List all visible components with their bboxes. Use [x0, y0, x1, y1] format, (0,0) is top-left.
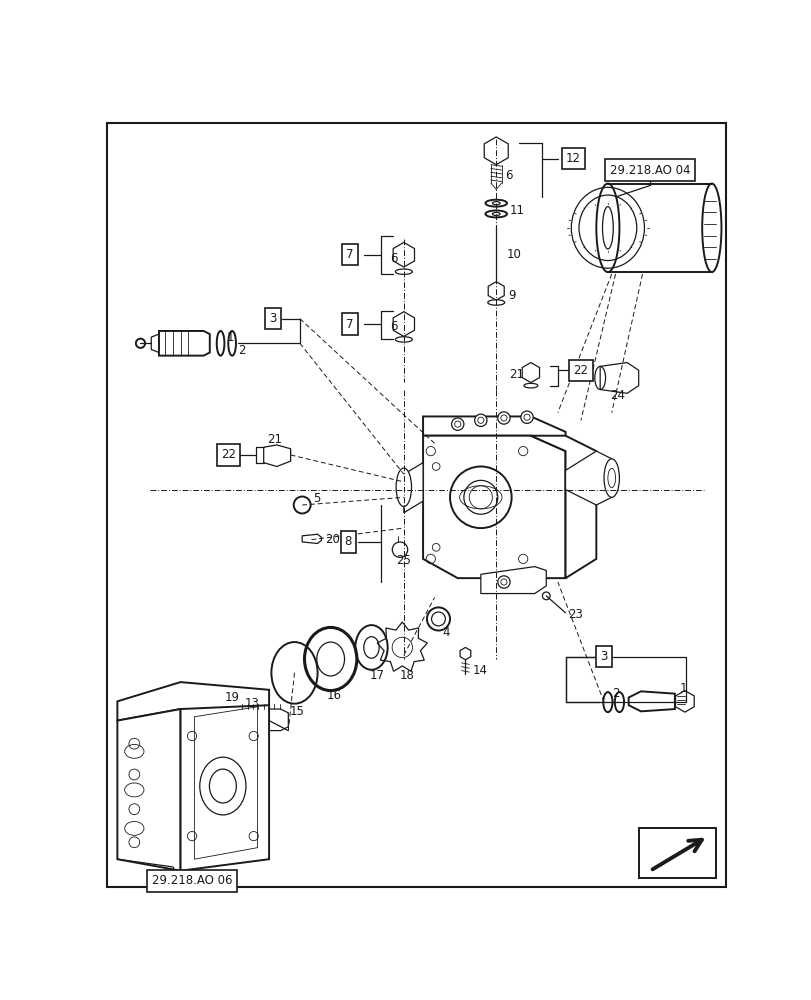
Ellipse shape: [485, 200, 506, 207]
Text: 1: 1: [679, 682, 686, 695]
Polygon shape: [628, 691, 674, 711]
Ellipse shape: [485, 210, 506, 217]
Text: 6: 6: [389, 252, 397, 265]
Text: 29.218.AO 06: 29.218.AO 06: [152, 874, 232, 887]
Polygon shape: [302, 534, 321, 544]
Text: 24: 24: [609, 389, 624, 402]
Ellipse shape: [395, 269, 412, 274]
Ellipse shape: [487, 300, 504, 305]
Text: 15: 15: [290, 705, 304, 718]
Polygon shape: [151, 334, 159, 353]
Text: 20: 20: [325, 533, 340, 546]
Text: 21: 21: [508, 368, 524, 381]
Circle shape: [463, 480, 497, 514]
Text: 4: 4: [442, 626, 449, 639]
Polygon shape: [460, 647, 470, 660]
Text: 7: 7: [345, 248, 354, 261]
Polygon shape: [480, 567, 546, 594]
Polygon shape: [675, 691, 693, 712]
Polygon shape: [238, 709, 288, 731]
Polygon shape: [264, 445, 290, 466]
Circle shape: [392, 542, 407, 557]
Text: 18: 18: [400, 669, 414, 682]
Text: 23: 23: [567, 608, 582, 621]
Polygon shape: [564, 451, 611, 505]
Polygon shape: [530, 436, 595, 578]
Text: 3: 3: [599, 650, 607, 663]
Circle shape: [497, 412, 509, 424]
Ellipse shape: [603, 459, 619, 497]
Ellipse shape: [491, 202, 500, 205]
Circle shape: [474, 414, 487, 426]
Ellipse shape: [217, 331, 224, 356]
Circle shape: [449, 466, 511, 528]
Polygon shape: [423, 436, 564, 578]
Text: 2: 2: [238, 344, 246, 357]
Text: 6: 6: [504, 169, 513, 182]
Text: 5: 5: [312, 492, 320, 505]
Text: 13: 13: [244, 697, 259, 710]
Polygon shape: [423, 416, 564, 451]
Ellipse shape: [395, 337, 412, 342]
Polygon shape: [118, 709, 180, 871]
Text: 10: 10: [506, 248, 521, 261]
Text: 17: 17: [369, 669, 384, 682]
Text: 22: 22: [573, 364, 588, 377]
Polygon shape: [487, 282, 504, 300]
Text: 8: 8: [345, 535, 352, 548]
Text: 29.218.AO 04: 29.218.AO 04: [609, 164, 689, 177]
Ellipse shape: [523, 383, 537, 388]
Text: 22: 22: [221, 448, 235, 461]
Text: 11: 11: [508, 204, 524, 217]
Polygon shape: [393, 242, 414, 267]
Polygon shape: [483, 137, 508, 165]
Text: 14: 14: [473, 664, 487, 677]
Ellipse shape: [228, 331, 236, 356]
Text: 16: 16: [326, 689, 341, 702]
Text: 25: 25: [396, 554, 410, 567]
Text: 9: 9: [508, 289, 516, 302]
Text: 19: 19: [224, 691, 239, 704]
Polygon shape: [180, 705, 268, 871]
Text: 2: 2: [611, 687, 619, 700]
Ellipse shape: [607, 468, 615, 488]
Polygon shape: [118, 682, 268, 721]
Polygon shape: [521, 363, 539, 383]
FancyBboxPatch shape: [638, 828, 714, 878]
Polygon shape: [228, 698, 242, 705]
Text: 7: 7: [345, 318, 354, 331]
Text: 6: 6: [389, 320, 397, 333]
Text: 21: 21: [267, 433, 281, 446]
Polygon shape: [159, 331, 209, 356]
Text: 12: 12: [565, 152, 580, 165]
Circle shape: [520, 411, 533, 423]
Polygon shape: [393, 312, 414, 336]
Text: 3: 3: [269, 312, 277, 325]
Polygon shape: [403, 463, 423, 513]
Ellipse shape: [396, 468, 411, 507]
Circle shape: [451, 418, 463, 430]
Ellipse shape: [491, 212, 500, 215]
Text: 1: 1: [226, 331, 234, 344]
